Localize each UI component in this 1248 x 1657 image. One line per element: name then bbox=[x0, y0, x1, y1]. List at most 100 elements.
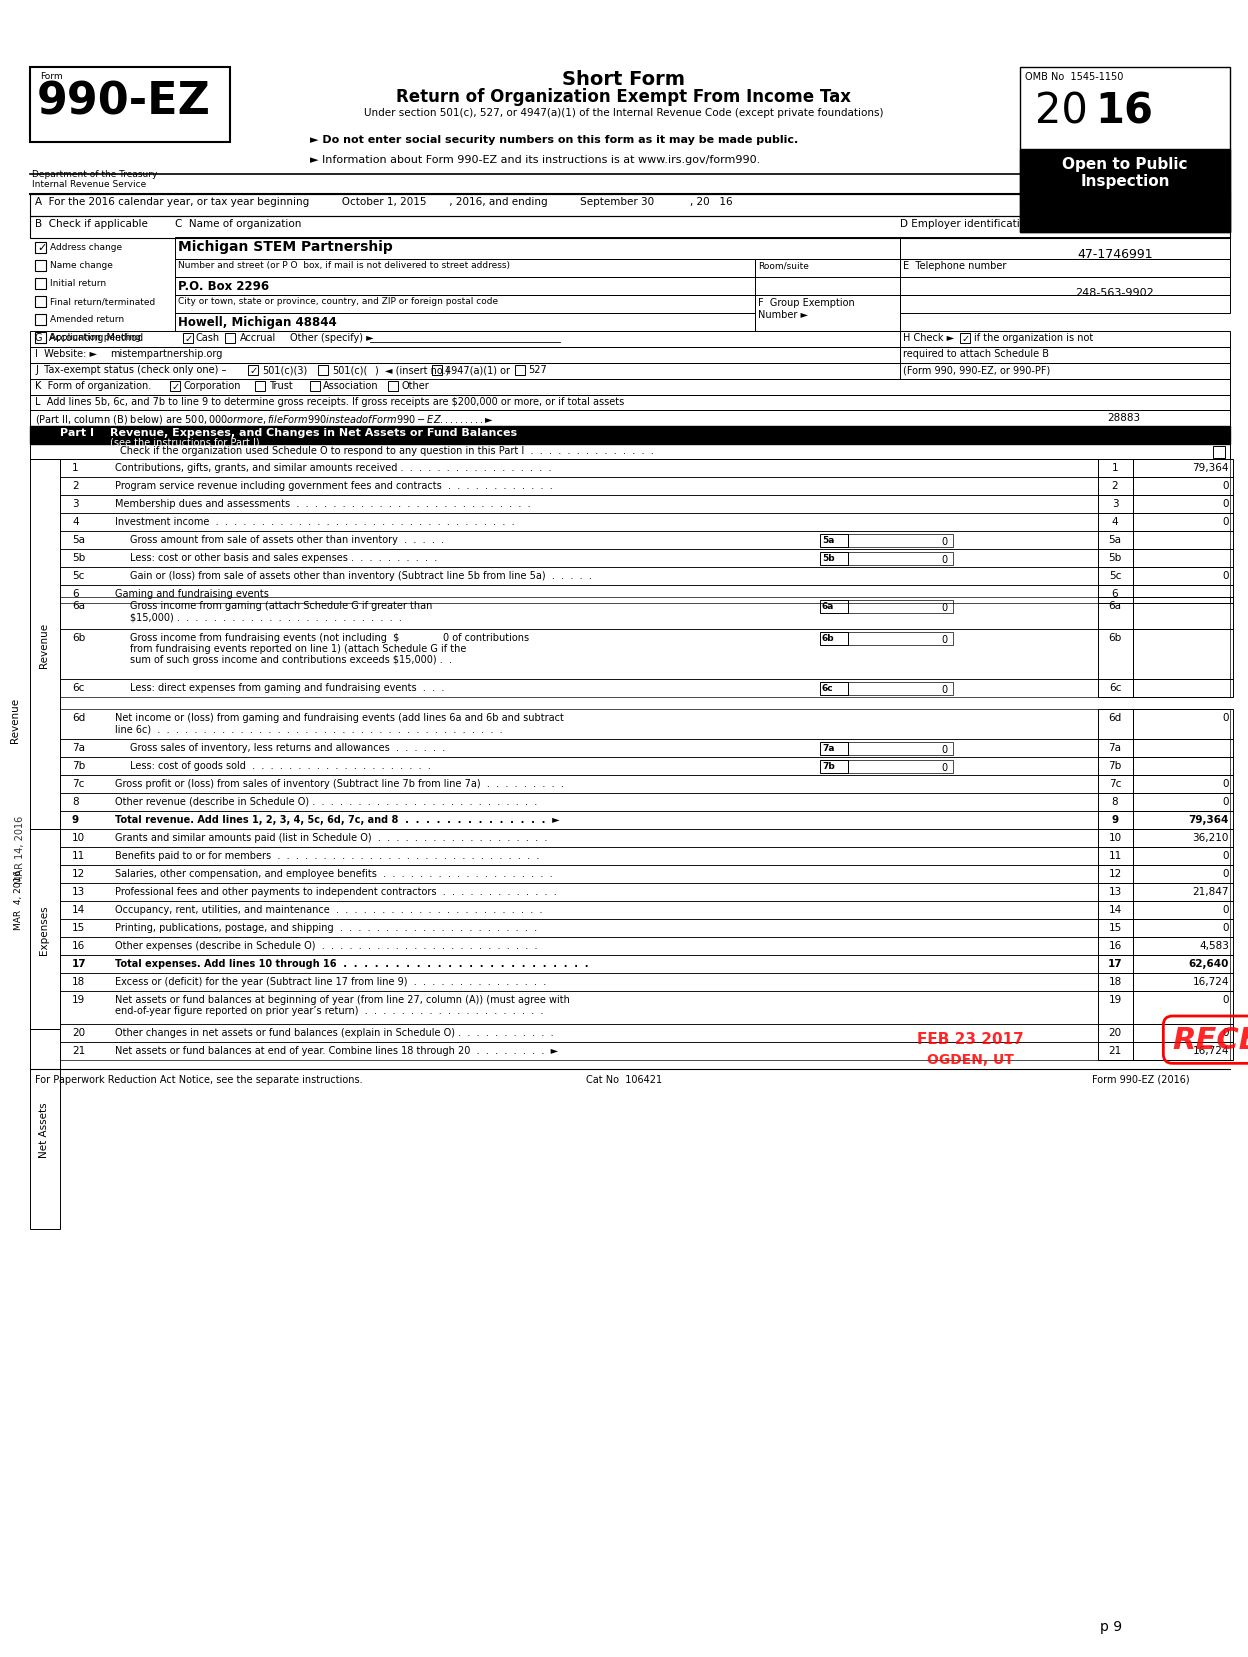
Bar bbox=[847, 633, 953, 646]
Bar bbox=[1133, 901, 1233, 920]
Text: 0: 0 bbox=[942, 635, 948, 645]
Bar bbox=[1133, 598, 1233, 630]
Text: 5a: 5a bbox=[72, 535, 85, 545]
Bar bbox=[30, 411, 1231, 428]
Text: 0: 0 bbox=[1223, 570, 1229, 580]
Text: 6a: 6a bbox=[72, 600, 85, 611]
Text: Other revenue (describe in Schedule O) .  .  .  .  .  .  .  .  .  .  .  .  .  . : Other revenue (describe in Schedule O) .… bbox=[115, 797, 537, 807]
Bar bbox=[1098, 938, 1133, 956]
Text: 6a: 6a bbox=[822, 601, 835, 611]
Bar bbox=[60, 847, 1231, 865]
Text: 13: 13 bbox=[72, 886, 85, 896]
Text: L  Add lines 5b, 6c, and 7b to line 9 to determine gross receipts. If gross rece: L Add lines 5b, 6c, and 7b to line 9 to … bbox=[35, 396, 624, 406]
Bar bbox=[1098, 865, 1133, 883]
Text: 1: 1 bbox=[1112, 462, 1118, 472]
Bar bbox=[60, 865, 1231, 883]
Text: 7b: 7b bbox=[72, 761, 85, 771]
Text: 10: 10 bbox=[72, 832, 85, 842]
Text: Association: Association bbox=[323, 381, 378, 391]
Text: 0: 0 bbox=[1223, 923, 1229, 933]
Text: 62,640: 62,640 bbox=[1188, 958, 1229, 968]
Bar bbox=[900, 260, 1231, 278]
Bar bbox=[900, 278, 1231, 297]
Bar bbox=[60, 775, 1231, 794]
Bar bbox=[1098, 956, 1133, 973]
Bar bbox=[35, 297, 46, 308]
Bar bbox=[60, 1042, 1231, 1060]
Text: 2: 2 bbox=[1112, 481, 1118, 490]
Bar bbox=[1098, 883, 1133, 901]
Text: 0: 0 bbox=[942, 603, 948, 613]
Bar bbox=[1098, 847, 1133, 865]
Text: 0: 0 bbox=[942, 684, 948, 694]
Bar bbox=[255, 381, 265, 391]
Bar bbox=[1133, 630, 1233, 679]
Text: Trust: Trust bbox=[270, 381, 293, 391]
Text: 8: 8 bbox=[1112, 797, 1118, 807]
Text: I  Website: ►: I Website: ► bbox=[35, 348, 97, 360]
Bar bbox=[820, 600, 847, 613]
Text: 6b: 6b bbox=[72, 633, 85, 643]
Text: from fundraising events reported on line 1) (attach Schedule G if the: from fundraising events reported on line… bbox=[130, 643, 467, 653]
Text: 14: 14 bbox=[72, 905, 85, 915]
Bar bbox=[847, 600, 953, 613]
Text: Cat No  106421: Cat No 106421 bbox=[587, 1074, 661, 1084]
Bar bbox=[35, 333, 46, 343]
Text: RECEIVED: RECEIVED bbox=[1173, 1026, 1248, 1054]
Bar bbox=[30, 379, 1231, 396]
Text: 7a: 7a bbox=[822, 744, 835, 752]
Bar bbox=[60, 568, 1231, 585]
Text: 501(c)(: 501(c)( bbox=[332, 365, 367, 374]
Text: Final return/terminated: Final return/terminated bbox=[50, 297, 155, 307]
Text: 6: 6 bbox=[1112, 588, 1118, 598]
Bar bbox=[820, 683, 847, 696]
Text: 5b: 5b bbox=[1108, 553, 1122, 563]
Text: Gross income from gaming (attach Schedule G if greater than: Gross income from gaming (attach Schedul… bbox=[130, 600, 432, 611]
Text: 527: 527 bbox=[528, 365, 547, 374]
Text: Short Form: Short Form bbox=[563, 70, 685, 89]
Text: C  Name of organization: C Name of organization bbox=[175, 219, 301, 229]
Bar bbox=[30, 830, 60, 1029]
Bar bbox=[1133, 709, 1233, 739]
Text: 21: 21 bbox=[72, 1046, 85, 1056]
Bar bbox=[30, 196, 1231, 217]
Bar bbox=[1020, 68, 1231, 234]
Bar bbox=[1213, 447, 1226, 459]
Bar bbox=[310, 381, 319, 391]
Text: G  Accounting Method: G Accounting Method bbox=[35, 333, 144, 343]
Bar bbox=[1133, 794, 1233, 812]
Bar bbox=[1098, 1042, 1133, 1060]
Text: B  Check if applicable: B Check if applicable bbox=[35, 219, 147, 229]
Text: sum of such gross income and contributions exceeds $15,000) .  .: sum of such gross income and contributio… bbox=[130, 655, 452, 664]
Text: Number and street (or P O  box, if mail is not delivered to street address): Number and street (or P O box, if mail i… bbox=[178, 260, 510, 270]
Bar bbox=[900, 239, 1231, 260]
Text: Amended return: Amended return bbox=[50, 315, 124, 323]
Bar bbox=[60, 532, 1231, 550]
Text: 0: 0 bbox=[1223, 517, 1229, 527]
Bar bbox=[1098, 630, 1133, 679]
Text: )  ◄ (insert no.): ) ◄ (insert no.) bbox=[374, 365, 449, 374]
Text: Under section 501(c), 527, or 4947(a)(1) of the Internal Revenue Code (except pr: Under section 501(c), 527, or 4947(a)(1)… bbox=[364, 108, 884, 118]
Text: Benefits paid to or for members  .  .  .  .  .  .  .  .  .  .  .  .  .  .  .  . : Benefits paid to or for members . . . . … bbox=[115, 850, 539, 860]
Bar bbox=[60, 550, 1231, 568]
Text: Other expenses (describe in Schedule O)  .  .  .  .  .  .  .  .  .  .  .  .  .  : Other expenses (describe in Schedule O) … bbox=[115, 941, 538, 951]
Bar bbox=[60, 495, 1231, 514]
Bar bbox=[1133, 532, 1233, 550]
Bar bbox=[1098, 739, 1133, 757]
Text: 16: 16 bbox=[1094, 89, 1153, 133]
Text: 6b: 6b bbox=[822, 633, 835, 643]
Text: 13: 13 bbox=[1108, 886, 1122, 896]
Text: Other: Other bbox=[401, 381, 429, 391]
Text: 6c: 6c bbox=[1108, 683, 1121, 693]
Bar bbox=[1098, 757, 1133, 775]
Bar bbox=[60, 883, 1231, 901]
Text: 0: 0 bbox=[1223, 481, 1229, 490]
Text: For Paperwork Reduction Act Notice, see the separate instructions.: For Paperwork Reduction Act Notice, see … bbox=[35, 1074, 363, 1084]
Bar bbox=[1098, 709, 1133, 739]
Text: 7b: 7b bbox=[1108, 761, 1122, 771]
Bar bbox=[60, 459, 1231, 477]
Bar bbox=[1098, 794, 1133, 812]
Text: 19: 19 bbox=[1108, 994, 1122, 1004]
Bar bbox=[30, 348, 900, 365]
Text: F  Group Exemption: F Group Exemption bbox=[758, 298, 855, 308]
